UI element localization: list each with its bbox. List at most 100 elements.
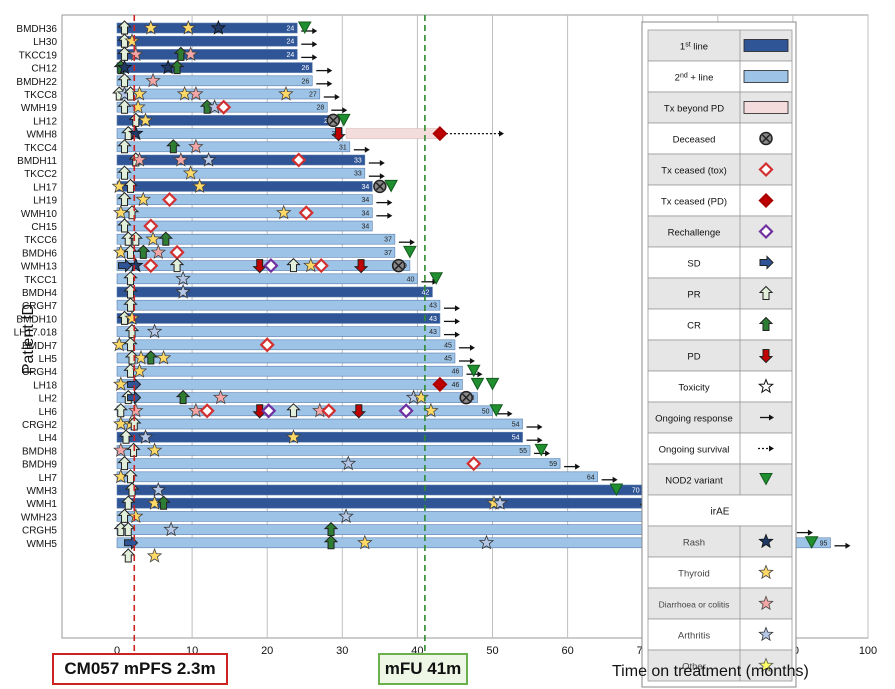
arthritis-marker: [338, 508, 354, 524]
nod2-marker: [403, 245, 417, 259]
patient-id-label: LH17: [33, 182, 57, 193]
legend-swatch: [759, 131, 773, 146]
bar-duration-label: 34: [362, 184, 370, 191]
legend-swatch: [743, 39, 789, 52]
patient-bar: [116, 392, 478, 403]
legend-row: [647, 339, 793, 372]
patient-id-label: BMDH6: [22, 248, 57, 259]
legend-swatch: [757, 378, 775, 394]
legend-swatch: [769, 445, 774, 452]
cr-marker: [143, 350, 159, 365]
ongoing-response-head: [327, 80, 333, 87]
cr-marker: [158, 231, 174, 246]
ongoing-response-head: [409, 239, 415, 246]
legend-label: SD: [687, 259, 700, 270]
thyroid-marker: [146, 442, 163, 458]
patient-id-label: LH5: [39, 354, 58, 365]
legend-swatch: [758, 657, 774, 673]
bar-duration-label: 37: [384, 250, 392, 257]
patient-bar: [116, 220, 373, 232]
patient-bar: [116, 233, 396, 245]
patient-bar: [116, 22, 298, 34]
patient-id-label: WMH10: [21, 209, 58, 220]
arthritis-marker: [340, 455, 357, 471]
legend-label: 2nd + line: [675, 72, 714, 84]
patient-id-label: BMDH7: [22, 341, 57, 352]
ongoing-response-head: [537, 437, 543, 444]
pr-marker: [117, 455, 132, 471]
arthritis-marker: [163, 521, 179, 537]
rechallenge-marker: [261, 403, 277, 419]
diarrhoea-marker: [212, 389, 229, 405]
diarrhoea-marker: [182, 46, 199, 61]
bar-duration-label: 50: [482, 408, 490, 415]
legend-label: CR: [687, 321, 701, 332]
legend-row: [647, 277, 793, 310]
bar-duration-label: 27: [309, 92, 317, 99]
pr-marker: [286, 257, 301, 273]
tx-ceased-pd-marker: [432, 376, 448, 392]
pr-marker: [117, 139, 132, 154]
legend-label: Thyroid: [678, 569, 710, 580]
tox-marker: [466, 456, 482, 472]
bar-duration-label: 95: [820, 540, 828, 547]
ongoing-response-head: [537, 424, 543, 430]
pr-marker: [117, 165, 132, 180]
patient-id-label: WMH13: [21, 262, 58, 273]
patient-id-label: WMH1: [26, 499, 57, 510]
bar-duration-label: 45: [444, 342, 452, 349]
bar-duration-label: 46: [452, 382, 460, 389]
legend-label: PD: [687, 352, 700, 363]
patient-bar: [116, 128, 343, 139]
ongoing-response-head: [469, 358, 475, 364]
patient-bar: [116, 339, 456, 351]
patient-id-label: WMH19: [21, 103, 58, 114]
patient-id-label: TKCC19: [19, 50, 58, 61]
patient-id-label: CRGH2: [22, 420, 57, 431]
bar-duration-label: 26: [301, 65, 309, 72]
legend-label: 1st line: [680, 41, 708, 53]
bar-duration-label: 26: [301, 78, 309, 85]
pr-marker: [117, 99, 132, 114]
pr-marker: [121, 495, 136, 510]
legend-swatch: [758, 564, 774, 580]
patient-id-label: WMH5: [26, 539, 57, 550]
patient-id-label: BMDH9: [22, 460, 57, 471]
bar-duration-label: 42: [422, 290, 430, 297]
x-tick-label: 20: [261, 645, 273, 657]
patient-id-label: TKCC8: [24, 90, 57, 101]
nod2-marker: [384, 179, 398, 193]
nod2-marker: [609, 483, 624, 497]
diarrhoea-marker: [128, 402, 144, 418]
patient-bar: [116, 352, 456, 364]
bar-duration-label: 24: [286, 52, 294, 59]
patient-id-label: CRGH7: [22, 301, 57, 312]
ongoing-response-head: [312, 54, 318, 61]
pr-marker: [117, 191, 132, 207]
ongoing-response-head: [312, 41, 318, 48]
ongoing-response-head: [575, 463, 581, 470]
thyroid-marker: [413, 389, 429, 405]
patient-bar: [116, 299, 441, 311]
patient-id-label: BMDH4: [22, 288, 57, 299]
cr-marker: [166, 139, 181, 154]
deceased-marker: [459, 390, 473, 405]
patient-bar: [116, 484, 644, 496]
thyroid-marker: [143, 19, 159, 35]
mpfs-annotation: CM057 mPFS 2.3m: [52, 653, 228, 685]
nod2-marker: [489, 404, 504, 417]
patient-bar: [116, 313, 441, 324]
bar-duration-label: 33: [354, 158, 362, 165]
bar-duration-label: 59: [549, 461, 557, 468]
legend-label: Toxicity: [678, 383, 709, 394]
tox-marker: [298, 205, 314, 221]
legend-label: Tx beyond PD: [664, 104, 724, 115]
nod2-marker: [485, 377, 500, 391]
pr-marker: [118, 429, 134, 444]
tox-marker: [199, 403, 215, 419]
legend-label: Tx ceased (PD): [661, 197, 727, 208]
ongoing-response-head: [845, 542, 851, 549]
cr-marker: [323, 535, 339, 550]
patient-bar: [116, 286, 433, 298]
